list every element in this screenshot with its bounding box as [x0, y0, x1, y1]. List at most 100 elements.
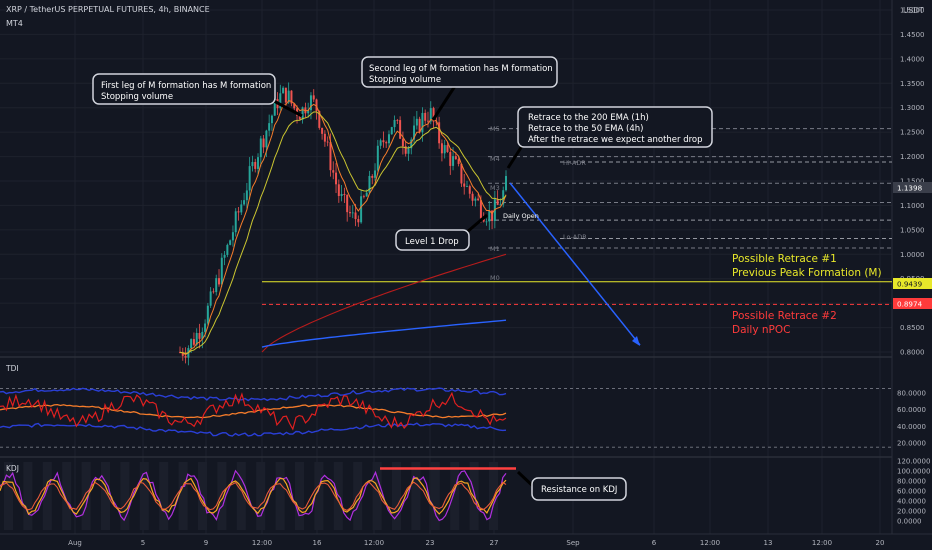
callout-level1[interactable]: Level 1 Drop	[395, 213, 488, 251]
candle-body-21	[237, 211, 240, 213]
candle-body-87	[421, 112, 424, 133]
candle-body-19	[231, 232, 234, 241]
candle-body-23	[243, 200, 246, 205]
candle-body-64	[357, 219, 360, 223]
first-leg-line2: Stopping volume	[101, 92, 173, 102]
candle-body-80	[401, 138, 404, 147]
time-tick-9: 6	[652, 539, 657, 547]
level-label-hi-adr: Hi-ADR	[563, 159, 586, 167]
candle-body-2	[184, 355, 187, 358]
kdj-bg-band-19	[372, 462, 382, 530]
svg-text:0.8974: 0.8974	[897, 300, 923, 309]
candle-body-85	[415, 118, 418, 126]
candle-body-94	[440, 143, 443, 154]
candle-body-82	[407, 148, 410, 154]
candle-body-69	[371, 175, 374, 178]
candle-body-58	[340, 193, 343, 197]
candle-body-90	[429, 108, 432, 122]
price-tick-4: 1.3000	[900, 104, 925, 112]
kdj-bg-band-20	[392, 462, 401, 530]
candle-body-101	[460, 163, 463, 184]
kdj-bg-band-5	[101, 462, 110, 530]
candle-body-46	[307, 110, 310, 114]
time-axis[interactable]: Aug 5 9 12:00 16 12:00 23 27 Sep 6 12:00 13 12:00 20	[68, 539, 884, 547]
moving-averages	[179, 100, 507, 356]
candle-body-4	[190, 339, 193, 349]
kdj-bg-band-22	[430, 462, 440, 530]
candle-body-34	[273, 99, 276, 116]
price-axis[interactable]: 1.5000 1.4500 1.4000 1.3500 1.3000 1.2500 1.20…	[897, 7, 930, 526]
callout-second-leg[interactable]: Second leg of M formation has M formatio…	[361, 56, 558, 121]
candle-body-24	[245, 190, 248, 201]
candle-body-49	[315, 99, 318, 112]
candle-body-41	[293, 103, 296, 109]
indicator-label: MT4	[6, 19, 23, 28]
svg-text:1.1398: 1.1398	[897, 184, 923, 193]
kdj-bg-band-3	[62, 462, 72, 530]
candle-body-79	[399, 120, 402, 139]
ema-fast	[179, 100, 507, 356]
time-tick-8: Sep	[566, 539, 580, 547]
candle-body-111	[488, 210, 491, 222]
candle-body-55	[332, 170, 335, 173]
candle-body-47	[309, 95, 312, 111]
candle-body-110	[485, 221, 488, 223]
callout-first-leg[interactable]: First leg of M formation has M formation…	[92, 73, 303, 118]
candle-body-59	[343, 193, 346, 195]
candle-body-103	[465, 186, 468, 187]
kdj-bg-band-7	[139, 462, 149, 530]
candle-body-97	[449, 152, 452, 166]
candle-body-32	[268, 123, 271, 131]
daily-open-label: Daily Open	[503, 212, 539, 220]
retrace1-line1: Possible Retrace #1	[732, 253, 837, 265]
candle-body-57	[337, 184, 340, 197]
candle-body-88	[424, 112, 427, 121]
price-tick-0: 1.5000	[900, 7, 925, 15]
ema-200-1h	[261, 253, 507, 353]
kdj-tick-1: 100.0000	[897, 468, 930, 476]
candle-body-20	[234, 211, 237, 233]
ema-slow	[179, 111, 507, 354]
tdi-lower-band	[0, 422, 507, 437]
second-leg-line1: Second leg of M formation has M formatio…	[369, 64, 553, 74]
candles	[179, 82, 507, 366]
candle-body-78	[396, 119, 399, 121]
retrace1-line2: Previous Peak Formation (M)	[732, 267, 882, 279]
callout-kdj[interactable]: Resistance on KDJ	[516, 470, 627, 501]
ema-blue	[261, 319, 507, 348]
kdj-tick-0: 120.0000	[897, 458, 930, 466]
candle-body-30	[262, 138, 265, 148]
candle-body-44	[301, 107, 304, 120]
candle-body-100	[457, 159, 460, 164]
candle-body-37	[282, 87, 285, 94]
level-label-m0: M0	[490, 274, 500, 282]
retrace-line1: Retrace to the 200 EMA (1h)	[528, 113, 649, 123]
time-tick-4: 16	[313, 539, 322, 547]
time-tick-13: 20	[876, 539, 885, 547]
candle-body-40	[290, 90, 293, 104]
candle-body-51	[321, 127, 324, 134]
kdj-tick-4: 40.0000	[897, 498, 926, 506]
kdj-bg-band-12	[236, 462, 246, 530]
kdj-bg-band-0	[4, 462, 13, 530]
time-tick-1: 5	[141, 539, 145, 547]
retrace1-price-tag: 0.9439	[893, 278, 932, 289]
candle-body-112	[491, 210, 494, 221]
callout-retrace[interactable]: Retrace to the 200 EMA (1h) Retrace to t…	[506, 106, 713, 169]
tdi-signal	[0, 403, 507, 419]
candle-body-52	[323, 133, 326, 142]
candle-body-36	[279, 93, 282, 109]
time-tick-12: 12:00	[812, 539, 832, 547]
time-tick-11: 13	[764, 539, 773, 547]
candle-body-95	[443, 145, 446, 154]
kdj-bg-band-9	[178, 462, 188, 530]
price-tick-7: 1.1500	[900, 178, 925, 186]
candle-body-48	[312, 95, 315, 100]
candle-body-74	[385, 142, 388, 144]
candle-body-25	[248, 166, 251, 191]
candle-body-29	[259, 138, 262, 158]
candle-body-8	[201, 331, 204, 339]
candle-body-5	[192, 339, 195, 345]
second-leg-line2: Stopping volume	[369, 75, 441, 85]
